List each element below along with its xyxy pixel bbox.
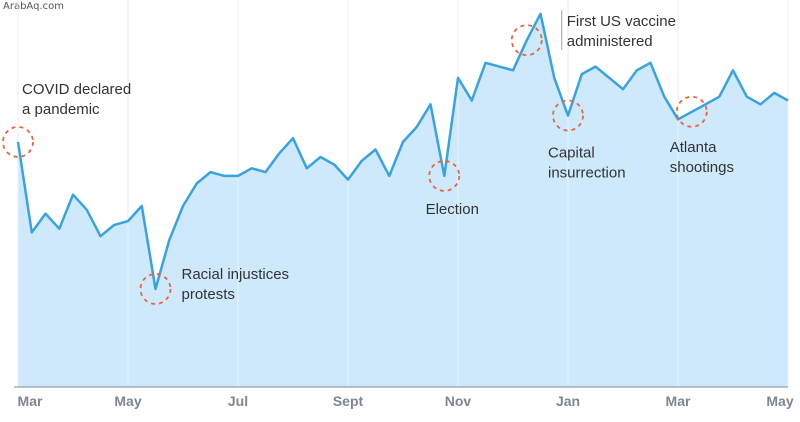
annotation-label: protests [182,286,235,303]
x-axis-ticks: Mar May Jul Sept Nov Jan Mar May [18,393,794,409]
annotation-marker [675,95,708,128]
grid-lines-overlay [17,0,789,387]
annotation-label: shootings [670,159,734,176]
x-tick-label: Mar [18,393,43,409]
annotation-label: First US vaccine [567,13,676,30]
x-tick-label: May [766,393,793,409]
annotation-label: Racial injustices [182,266,290,283]
annotations: COVID declared a pandemic Racial injustice… [2,10,734,305]
area-fill [18,13,788,388]
x-tick-label: Jul [228,393,248,409]
watermark: ArabAq.com [3,1,64,12]
annotation-label: Capital [548,145,595,162]
series-line [16,12,789,291]
x-tick-label: Sept [333,393,364,409]
annotation-label: a pandemic [22,101,100,118]
annotation-label: insurrection [548,165,626,182]
x-tick-label: Mar [666,393,691,409]
annotation-marker [552,99,584,132]
annotation-label: administered [567,33,653,50]
x-tick-label: Jan [556,393,580,409]
annotation-marker [139,273,172,305]
annotation-label: Election [426,201,479,218]
x-tick-label: Nov [445,393,472,409]
annotation-marker [428,159,461,192]
x-tick-label: May [114,393,141,409]
annotation-marker [510,24,543,57]
annotation-label: COVID declared [22,81,131,98]
annotation-marker [2,126,34,158]
annotation-label: Atlanta [670,139,717,156]
